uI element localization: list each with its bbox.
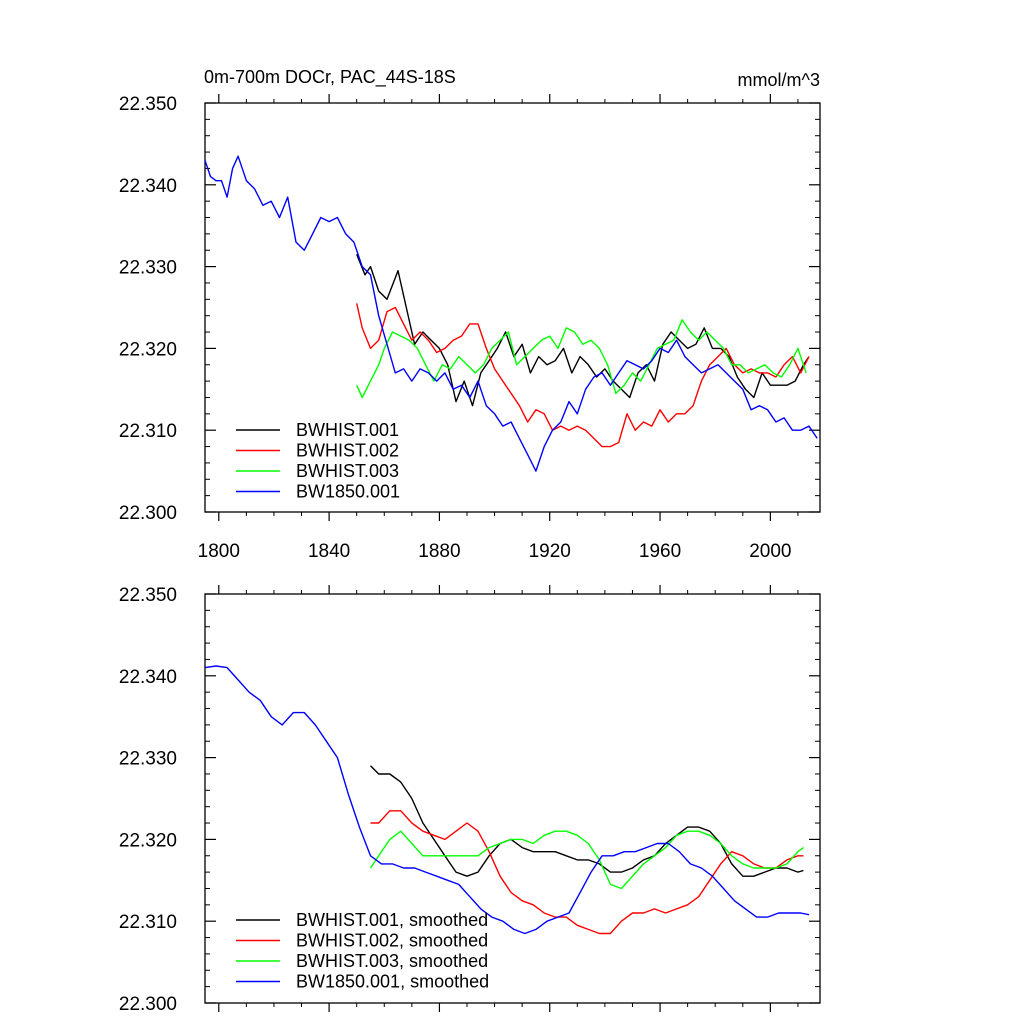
legend-label: BWHIST.001 xyxy=(296,420,399,440)
legend-label: BWHIST.002 xyxy=(296,441,399,461)
plot-frame xyxy=(204,102,821,513)
y-tick-label: 22.340 xyxy=(119,176,177,197)
x-tick-label: 1800 xyxy=(198,541,240,562)
series-line-bwhist-001-smoothed xyxy=(370,765,804,877)
y-tick-label: 22.340 xyxy=(119,667,177,688)
y-tick-label: 22.300 xyxy=(119,503,177,524)
y-tick-label: 22.320 xyxy=(119,830,177,851)
x-tick-label: 2000 xyxy=(749,541,791,562)
y-tick-label: 22.350 xyxy=(119,94,177,115)
series-line-bw1850-001 xyxy=(204,155,818,472)
x-tick-label: 1880 xyxy=(418,541,460,562)
top-panel: 0m-700m DOCr, PAC_44S-18S mmol/m^3 22.30… xyxy=(119,67,821,562)
chart-title: 0m-700m DOCr, PAC_44S-18S xyxy=(204,67,456,88)
legend-label: BWHIST.001, smoothed xyxy=(296,910,488,930)
x-tick-label: 1920 xyxy=(529,541,571,562)
legend-label: BWHIST.003 xyxy=(296,461,399,481)
legend-label: BW1850.001 xyxy=(296,482,400,502)
units-label: mmol/m^3 xyxy=(738,70,820,90)
plot-frame xyxy=(204,593,821,1004)
y-tick-label: 22.310 xyxy=(119,421,177,442)
x-tick-label: 1840 xyxy=(308,541,350,562)
y-tick-label: 22.300 xyxy=(119,994,177,1015)
series-line-bwhist-002 xyxy=(356,303,810,448)
series-line-bw1850-001-smoothed xyxy=(204,665,810,935)
series-line-bwhist-003 xyxy=(356,319,807,399)
y-tick-label: 22.310 xyxy=(119,912,177,933)
series-line-bwhist-003-smoothed xyxy=(369,830,804,890)
series-line-bwhist-001 xyxy=(356,254,810,407)
y-tick-label: 22.350 xyxy=(119,585,177,606)
y-tick-label: 22.330 xyxy=(119,749,177,770)
bottom-panel: 22.300 22.310 22.320 22.330 22.340 22.350 BWHI… xyxy=(119,585,821,1015)
legend-label: BW1850.001, smoothed xyxy=(296,972,489,992)
legend-label: BWHIST.002, smoothed xyxy=(296,931,488,951)
y-tick-label: 22.330 xyxy=(119,258,177,279)
x-tick-label: 1960 xyxy=(639,541,681,562)
y-tick-label: 22.320 xyxy=(119,339,177,360)
legend-label: BWHIST.003, smoothed xyxy=(296,951,488,971)
series-line-bwhist-002-smoothed xyxy=(370,810,804,935)
